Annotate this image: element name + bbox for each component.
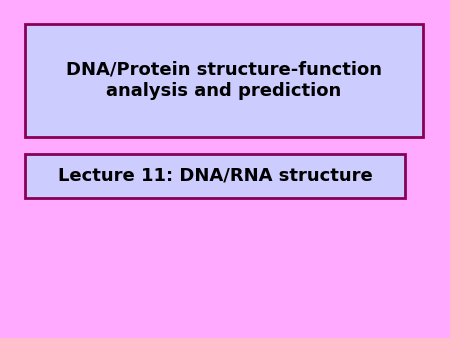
Text: Lecture 11: DNA/RNA structure: Lecture 11: DNA/RNA structure — [58, 167, 372, 185]
FancyBboxPatch shape — [25, 24, 423, 137]
FancyBboxPatch shape — [25, 154, 405, 198]
Text: DNA/Protein structure-function
analysis and prediction: DNA/Protein structure-function analysis … — [66, 61, 382, 100]
